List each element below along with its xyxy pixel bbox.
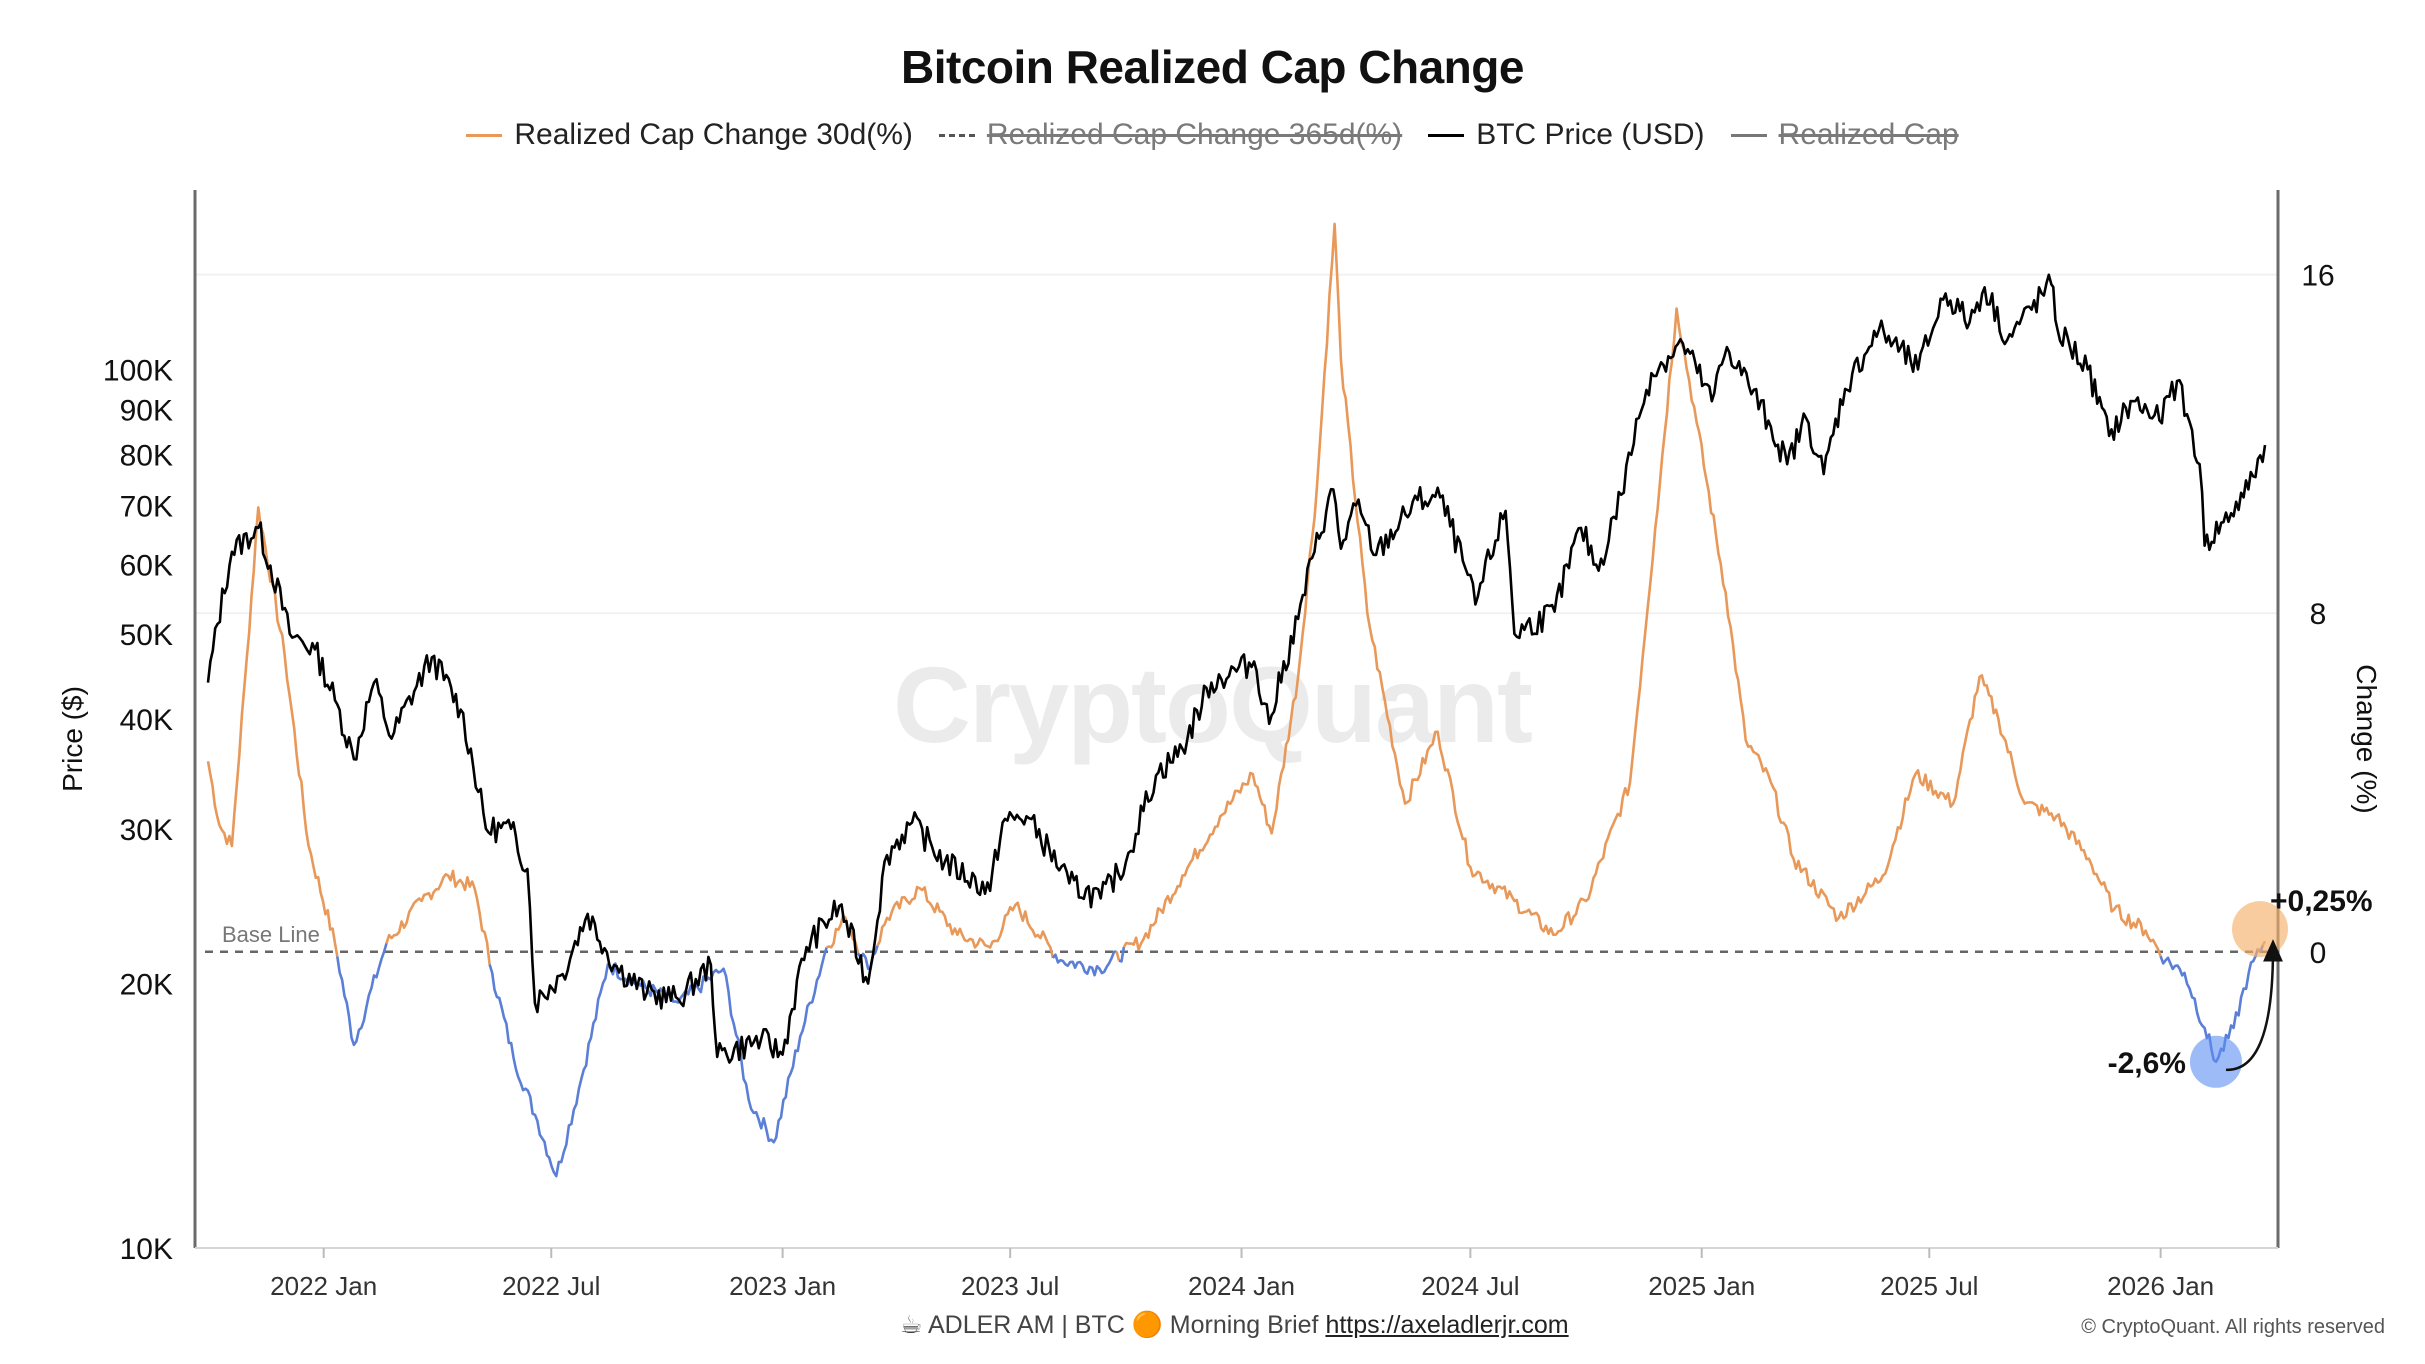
- legend-label: Realized Cap Change 30d(%): [514, 118, 913, 151]
- x-tick-label: 2024 Jul: [1421, 1271, 1519, 1301]
- legend-item[interactable]: Realized Cap Change 30d(%): [466, 118, 913, 152]
- y-left-tick-label: 20K: [120, 969, 173, 1002]
- footer: ☕ ADLER AM | BTC 🟠 Morning Brief https:/…: [900, 1310, 1569, 1340]
- change-30d-negative-line: [856, 945, 879, 971]
- footer-link[interactable]: https://axeladlerjr.com: [1325, 1311, 1569, 1339]
- x-tick-label: 2022 Jul: [502, 1271, 600, 1301]
- x-tick-label: 2023 Jul: [961, 1271, 1059, 1301]
- legend-swatch: [1428, 133, 1465, 137]
- change-30d-positive-line: [826, 914, 860, 954]
- y-left-tick-label: 100K: [103, 354, 173, 387]
- y-left-tick-label: 40K: [120, 704, 173, 737]
- y-left-tick-label: 60K: [120, 549, 173, 582]
- y-right-tick-label: 16: [2301, 260, 2334, 293]
- change-30d-negative-line: [1051, 950, 1117, 977]
- x-tick-label: 2024 Jan: [1188, 1271, 1295, 1301]
- legend-label: Realized Cap: [1778, 118, 1959, 151]
- y-left-tick-label: 80K: [120, 440, 173, 473]
- change-30d-positive-line: [876, 885, 1055, 959]
- x-tick-label: 2025 Jan: [1648, 1271, 1755, 1301]
- x-tick-label: 2022 Jan: [270, 1271, 377, 1301]
- copyright: © CryptoQuant. All rights reserved: [2081, 1316, 2385, 1338]
- annotation-arrow: [2225, 939, 2283, 1072]
- y-right-tick-label: 8: [2310, 598, 2327, 631]
- change-30d-negative-line: [336, 942, 388, 1047]
- legend-swatch: [466, 133, 503, 137]
- change-30d-positive-line: [206, 506, 339, 957]
- y-right-axis-title: Change (%): [2351, 664, 2382, 813]
- change-30d-positive-line: [1115, 951, 1121, 961]
- chart-legend: Realized Cap Change 30d(%) Realized Cap C…: [0, 118, 2425, 152]
- change-30d-negative-line: [1118, 946, 1126, 963]
- change-30d-positive-line: [1122, 222, 2162, 957]
- footer-text: ☕ ADLER AM | BTC 🟠 Morning Brief: [900, 1311, 1326, 1339]
- change-30d-negative-line: [2259, 944, 2264, 953]
- legend-swatch: [1730, 133, 1767, 137]
- chart-title: Bitcoin Realized Cap Change: [901, 41, 1524, 93]
- legend-swatch: [938, 133, 975, 137]
- legend-item[interactable]: Realized Cap Change 365d(%): [938, 118, 1403, 152]
- y-right-tick-label: 0: [2310, 937, 2327, 970]
- x-tick-label: 2023 Jan: [729, 1271, 836, 1301]
- annotation-high-label: +0,25%: [2270, 885, 2373, 918]
- change-30d-positive-line: [2261, 940, 2267, 947]
- change-30d-positive-line: [2256, 947, 2262, 954]
- change-30d-positive-line: [385, 869, 491, 965]
- y-left-axis-title: Price ($): [57, 686, 88, 792]
- legend-item[interactable]: BTC Price (USD): [1428, 118, 1705, 152]
- legend-label: BTC Price (USD): [1476, 118, 1705, 151]
- x-tick-label: 2025 Jul: [1880, 1271, 1978, 1301]
- annotation-high-marker: [2232, 901, 2288, 958]
- annotation-low-label: -2,6%: [2108, 1047, 2186, 1080]
- legend-item[interactable]: Realized Cap: [1730, 118, 1959, 152]
- btc-price-line: [206, 273, 2267, 1064]
- annotation-low-marker: [2189, 1035, 2242, 1088]
- base-line-label: Base Line: [222, 922, 320, 947]
- y-left-tick-label: 70K: [120, 490, 173, 523]
- y-left-tick-label: 90K: [120, 395, 173, 428]
- watermark: CryptoQuant: [893, 644, 1532, 765]
- change-30d-negative-line: [488, 947, 828, 1178]
- y-left-tick-label: 10K: [120, 1233, 173, 1266]
- change-30d-negative-line: [2159, 948, 2260, 1064]
- y-left-tick-label: 30K: [120, 814, 173, 847]
- x-tick-label: 2026 Jan: [2107, 1271, 2214, 1301]
- y-left-tick-label: 50K: [120, 619, 173, 652]
- legend-label: Realized Cap Change 365d(%): [986, 118, 1403, 151]
